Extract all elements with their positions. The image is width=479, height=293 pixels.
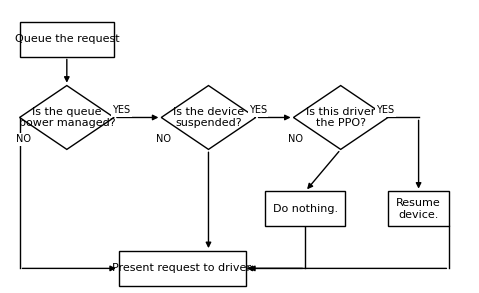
Polygon shape: [294, 86, 388, 149]
Text: Present request to driver.: Present request to driver.: [112, 263, 253, 273]
FancyBboxPatch shape: [20, 22, 114, 57]
Polygon shape: [20, 86, 114, 149]
FancyBboxPatch shape: [388, 192, 449, 226]
Text: Resume
device.: Resume device.: [396, 198, 441, 220]
Text: Queue the request: Queue the request: [14, 34, 119, 44]
Text: YES: YES: [376, 105, 395, 115]
Text: Is the queue
power managed?: Is the queue power managed?: [19, 107, 115, 128]
Text: Do nothing.: Do nothing.: [273, 204, 338, 214]
Text: NO: NO: [156, 134, 171, 144]
Text: NO: NO: [288, 134, 303, 144]
Text: Is the device
suspended?: Is the device suspended?: [173, 107, 244, 128]
Text: NO: NO: [16, 134, 31, 144]
Polygon shape: [161, 86, 256, 149]
Text: Is this driver
the PPO?: Is this driver the PPO?: [306, 107, 376, 128]
Text: YES: YES: [249, 105, 267, 115]
FancyBboxPatch shape: [119, 251, 246, 286]
FancyBboxPatch shape: [265, 192, 345, 226]
Text: YES: YES: [112, 105, 130, 115]
